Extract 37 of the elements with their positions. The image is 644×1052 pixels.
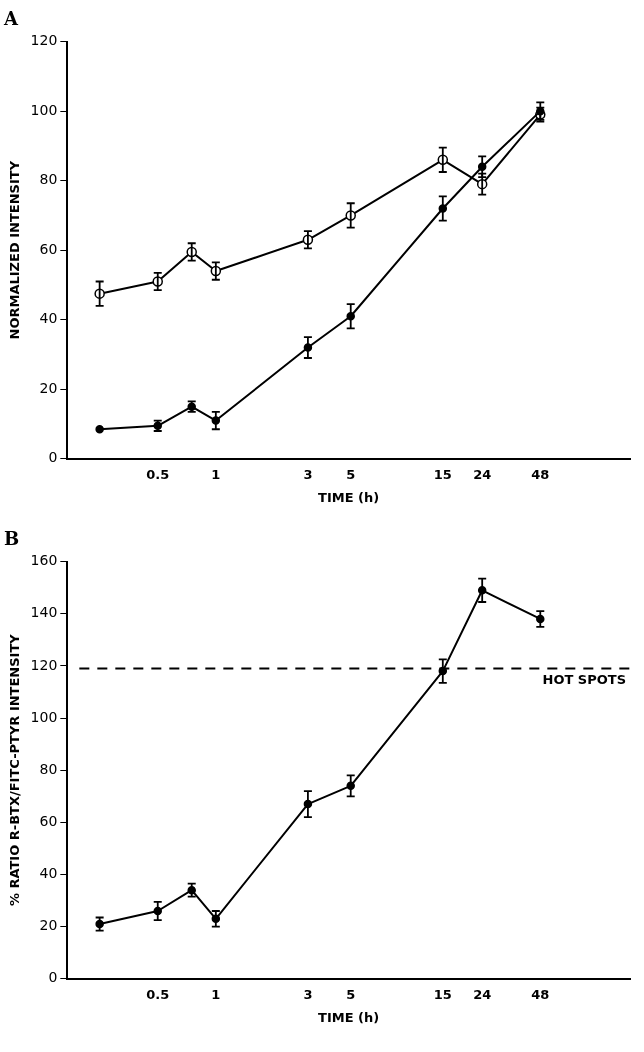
y-tick-label: 60: [39, 240, 58, 257]
x-axis-title: TIME (h): [318, 489, 380, 505]
y-tick-label: 40: [39, 310, 58, 327]
y-axis-title: NORMALIZED INTENSITY: [7, 160, 23, 340]
y-tick-label: 0: [48, 969, 58, 986]
x-tick-label: 5: [346, 986, 356, 1002]
x-tick-label: 48: [531, 986, 550, 1002]
x-tick-label: 1: [211, 466, 221, 482]
x-tick-label: 1: [211, 986, 221, 1002]
x-tick-label: 3: [303, 986, 313, 1002]
x-tick-label: 24: [473, 986, 492, 1002]
y-tick-label: 100: [30, 708, 58, 725]
chart-title: B: [4, 528, 20, 550]
x-tick-label: 0.5: [146, 466, 170, 482]
x-tick-label: 24: [473, 466, 492, 482]
y-tick-label: 20: [39, 379, 58, 396]
y-tick-label: 80: [39, 760, 58, 777]
y-tick-label: 40: [39, 865, 58, 882]
ref-line-label: HOT SPOTS: [542, 672, 626, 688]
chart-title: A: [3, 8, 19, 30]
y-tick-label: 140: [30, 604, 58, 621]
x-tick-label: 48: [531, 466, 550, 482]
y-tick-label: 0: [48, 449, 58, 466]
y-tick-label: 120: [30, 656, 58, 673]
y-tick-label: 160: [30, 552, 58, 569]
x-tick-label: 0.5: [146, 986, 170, 1002]
x-tick-label: 3: [303, 466, 313, 482]
x-axis-title: TIME (h): [318, 1009, 380, 1025]
y-tick-label: 120: [30, 32, 58, 49]
y-tick-label: 60: [39, 812, 58, 829]
y-tick-label: 20: [39, 917, 58, 934]
y-axis-title: % RATIO R-BTX/FITC-PTYR INTENSITY: [7, 633, 23, 907]
x-tick-label: 15: [433, 466, 452, 482]
y-tick-label: 80: [39, 171, 58, 188]
y-tick-label: 100: [30, 101, 58, 118]
x-tick-label: 5: [346, 466, 356, 482]
x-tick-label: 15: [433, 986, 452, 1002]
